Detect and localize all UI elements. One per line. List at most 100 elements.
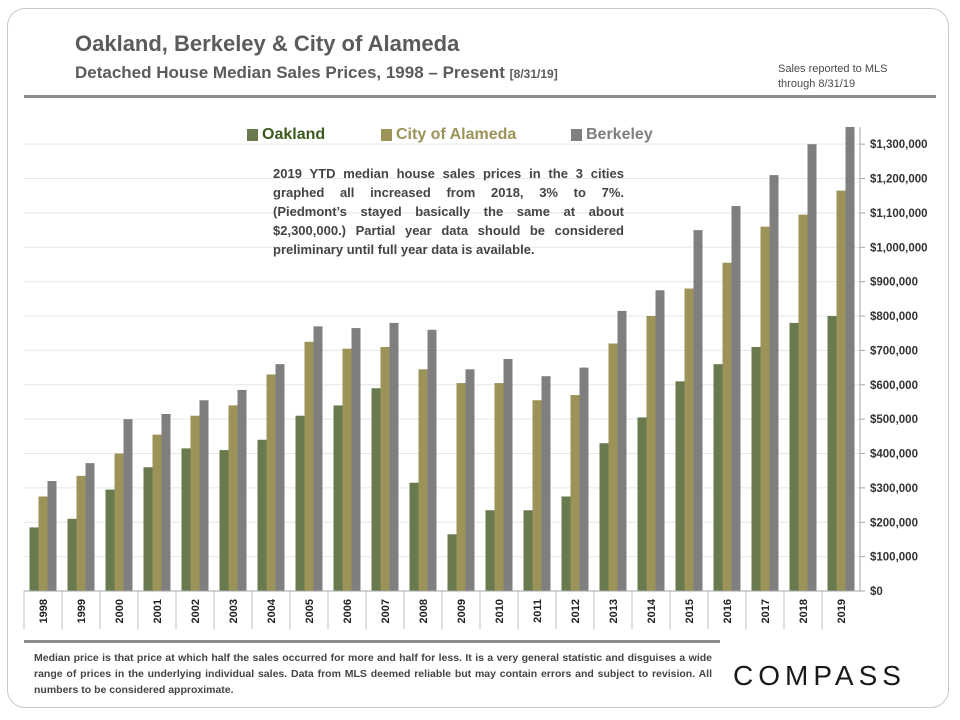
bar-oakland-1998 [29,527,39,591]
x-tick-label: 2017 [760,599,772,623]
bar-berkeley-2002 [199,400,209,591]
bar-city-of-alameda-2003 [228,405,238,591]
bar-city-of-alameda-2014 [646,316,656,591]
x-tick-label: 2001 [152,599,164,623]
bar-city-of-alameda-2001 [152,434,162,591]
annotation-line: graphed all increased from 2018, 3% to 7… [273,185,624,200]
bar-city-of-alameda-2011 [532,400,542,591]
bar-berkeley-1998 [47,481,57,591]
bar-berkeley-2010 [503,359,513,591]
x-tick-label: 2004 [266,598,278,623]
bar-berkeley-1999 [85,463,95,591]
legend-swatch-berkeley [571,129,582,141]
bar-city-of-alameda-2000 [114,453,124,591]
y-tick-label: $500,000 [870,414,918,426]
x-tick-label: 2008 [418,599,430,623]
x-tick-label: 2012 [570,599,582,623]
subtitle-date: [8/31/19] [509,67,558,81]
bar-berkeley-2003 [237,389,247,591]
x-tick-label: 2016 [722,599,734,623]
annotation-line: $2,300,000.) Partial year data should be… [273,223,624,238]
bar-oakland-2008 [409,482,419,591]
x-tick-label: 2019 [836,599,848,623]
bar-city-of-alameda-2005 [304,341,314,591]
x-tick-label: 1998 [38,599,50,623]
bar-oakland-2012 [561,496,571,591]
bar-city-of-alameda-2019 [836,190,846,591]
y-tick-label: $100,000 [870,552,918,564]
bar-berkeley-2006 [351,328,361,591]
bar-berkeley-2014 [655,290,665,591]
bar-oakland-2015 [675,381,685,591]
y-tick-label: $1,000,000 [870,242,928,254]
x-tick-label: 2015 [684,599,696,623]
y-tick-label: $300,000 [870,483,918,495]
bar-city-of-alameda-2004 [266,374,276,591]
bar-berkeley-2012 [579,367,589,591]
y-tick-label: $200,000 [870,517,918,529]
x-tick-label: 2006 [342,599,354,623]
bar-city-of-alameda-2006 [342,348,352,591]
mls-note-line2: through 8/31/19 [778,78,856,90]
bar-oakland-2011 [523,510,533,591]
bar-berkeley-2008 [427,329,437,591]
bar-city-of-alameda-2009 [456,383,466,591]
bar-oakland-2016 [713,364,723,591]
bar-oakland-2009 [447,534,457,591]
bar-oakland-2013 [599,443,609,591]
bar-oakland-2018 [789,322,799,591]
bar-berkeley-2018 [807,144,817,591]
bar-city-of-alameda-2016 [722,262,732,591]
compass-logo: COMPASS [733,660,906,691]
y-tick-label: $0 [870,586,883,598]
x-tick-label: 2005 [304,599,316,623]
bar-oakland-2019 [827,316,837,591]
legend-item-oakland: Oakland [247,126,325,144]
x-tick-label: 1999 [76,599,88,623]
x-tick-label: 2010 [494,599,506,623]
x-tick-label: 2002 [190,599,202,623]
bar-berkeley-2007 [389,322,399,591]
y-tick-label: $600,000 [870,380,918,392]
footnote: Median price is that price at which half… [34,652,712,696]
bar-city-of-alameda-1999 [76,475,86,591]
bar-oakland-2014 [637,417,647,591]
x-tick-label: 2000 [114,599,126,623]
bar-berkeley-2011 [541,376,551,591]
legend-label-berkeley: Berkeley [586,126,653,143]
bar-berkeley-2000 [123,419,133,591]
bar-oakland-2007 [371,388,381,591]
bar-oakland-2006 [333,405,343,591]
y-tick-label: $400,000 [870,449,918,461]
bottom-divider [24,640,720,643]
bar-berkeley-2015 [693,230,703,591]
bar-city-of-alameda-2012 [570,395,580,591]
bar-oakland-2001 [143,467,153,591]
bar-city-of-alameda-2018 [798,214,808,591]
legend-label-oakland: Oakland [262,126,326,143]
x-tick-label: 2003 [228,599,240,623]
x-tick-label: 2018 [798,599,810,623]
x-tick-label: 2009 [456,599,468,623]
bar-oakland-2010 [485,510,495,591]
mls-note-line1: Sales reported to MLS [778,63,888,75]
bar-berkeley-2001 [161,413,171,591]
y-tick-label: $1,300,000 [870,139,928,151]
x-tick-label: 2011 [532,599,544,623]
top-divider [24,95,936,98]
bar-berkeley-2013 [617,310,627,591]
subtitle-text: Detached House Median Sales Prices, 1998… [75,63,505,82]
bar-city-of-alameda-2008 [418,369,428,591]
y-tick-label: $1,200,000 [870,174,928,186]
mls-note: Sales reported to MLS through 8/31/19 [778,62,928,92]
bar-oakland-2000 [105,489,115,591]
bar-berkeley-2005 [313,326,323,591]
legend-swatch-oakland [247,129,258,141]
chart-title: Oakland, Berkeley & City of Alameda [75,31,460,56]
y-tick-label: $1,100,000 [870,208,928,220]
legend-item-berkeley: Berkeley [571,126,653,144]
y-tick-label: $700,000 [870,345,918,357]
bar-city-of-alameda-2002 [190,415,200,591]
bar-berkeley-2019 [845,127,855,591]
